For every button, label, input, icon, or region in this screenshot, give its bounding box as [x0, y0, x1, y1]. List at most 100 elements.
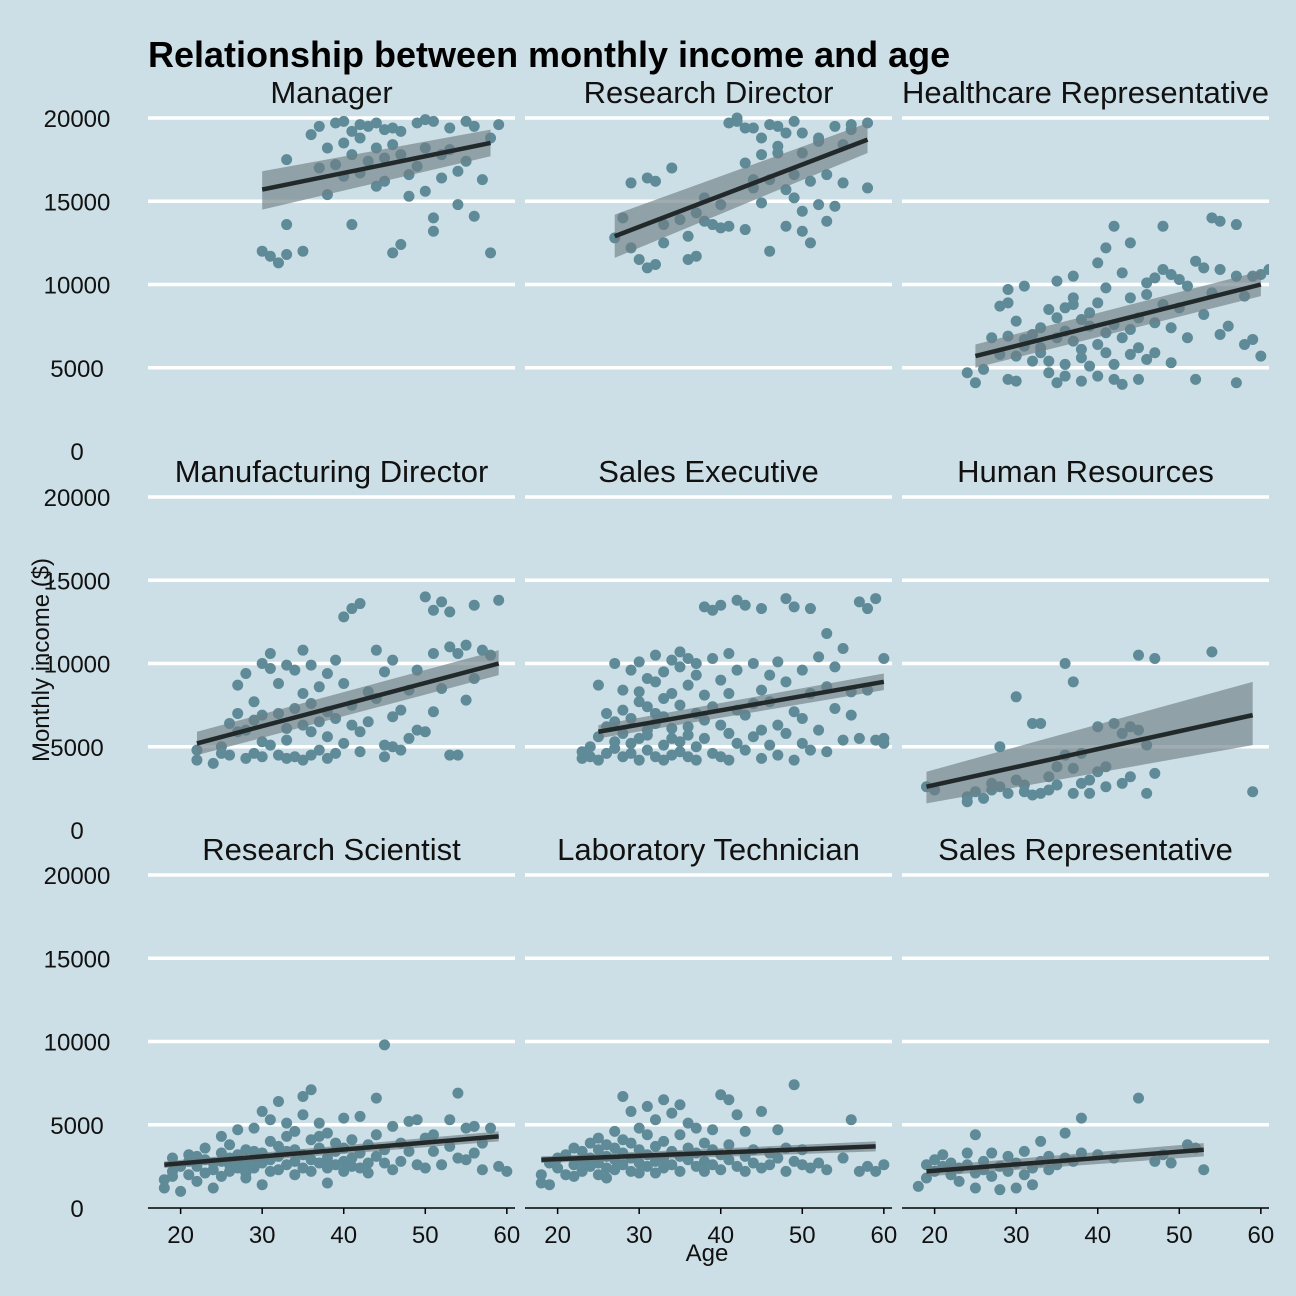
data-point: [756, 149, 768, 161]
y-tick-label: 10000: [44, 1030, 111, 1057]
data-point: [649, 649, 661, 661]
data-point: [321, 1127, 333, 1139]
x-tick-label: 20: [167, 1222, 194, 1249]
data-point: [658, 739, 670, 751]
y-tick-label: 15000: [44, 946, 111, 973]
data-point: [476, 174, 488, 186]
data-point: [468, 120, 480, 132]
data-point: [764, 669, 776, 681]
data-point: [379, 124, 391, 136]
data-point: [788, 1079, 800, 1091]
data-point: [427, 648, 439, 660]
data-point: [1067, 676, 1079, 688]
data-point: [419, 185, 431, 197]
data-point: [1133, 373, 1145, 385]
data-point: [1018, 280, 1030, 292]
data-point: [264, 250, 276, 262]
data-point: [411, 1114, 423, 1126]
panel-marks: [576, 593, 890, 766]
data-point: [592, 754, 604, 766]
facet-label: Research Scientist: [202, 832, 461, 867]
data-point: [723, 220, 735, 232]
data-point: [723, 1094, 735, 1106]
data-point: [232, 679, 244, 691]
data-point: [1181, 280, 1193, 292]
data-point: [698, 689, 710, 701]
data-point: [1051, 275, 1063, 287]
data-point: [912, 1180, 924, 1192]
data-point: [256, 1179, 268, 1191]
data-point: [625, 1137, 637, 1149]
data-point: [1239, 338, 1251, 350]
data-point: [772, 120, 784, 132]
chart-title: Relationship between monthly income and …: [148, 34, 950, 75]
data-point: [281, 219, 293, 231]
data-point: [756, 752, 768, 764]
data-point: [460, 639, 472, 651]
data-point: [281, 752, 293, 764]
data-point: [853, 732, 865, 744]
data-point: [682, 230, 694, 242]
panel-marks: [191, 591, 505, 769]
data-point: [829, 120, 841, 132]
data-point: [215, 1130, 227, 1142]
data-point: [379, 666, 391, 678]
data-point: [641, 1160, 653, 1172]
data-point: [452, 199, 464, 211]
data-point: [297, 687, 309, 699]
data-point: [240, 1144, 252, 1156]
data-point: [772, 749, 784, 761]
data-point: [264, 739, 276, 751]
data-point: [698, 1165, 710, 1177]
data-point: [853, 596, 865, 608]
data-point: [297, 644, 309, 656]
data-point: [739, 157, 751, 169]
data-point: [576, 1145, 588, 1157]
data-point: [969, 1182, 981, 1194]
data-point: [281, 659, 293, 671]
data-point: [1100, 347, 1112, 359]
x-tick-label: 60: [493, 1222, 520, 1249]
data-point: [804, 1162, 816, 1174]
data-point: [658, 692, 670, 704]
data-point: [829, 702, 841, 714]
data-point: [1108, 373, 1120, 385]
data-point: [641, 701, 653, 713]
data-point: [1092, 297, 1104, 309]
data-point: [1165, 322, 1177, 334]
data-point: [715, 222, 727, 234]
data-point: [666, 162, 678, 174]
data-point: [837, 734, 849, 746]
data-point: [321, 667, 333, 679]
data-point: [1075, 352, 1087, 364]
data-point: [305, 659, 317, 671]
data-point: [625, 747, 637, 759]
panel-sales-representative: Sales Representative 20 30 40 50 60: [902, 832, 1274, 1249]
y-axis-title: Monthly income ($): [28, 558, 55, 762]
x-tick-label: 60: [1247, 1222, 1274, 1249]
data-point: [313, 744, 325, 756]
data-point: [1059, 358, 1071, 370]
data-point: [346, 1160, 358, 1172]
data-point: [1002, 297, 1014, 309]
data-point: [788, 601, 800, 613]
x-tick-label: 60: [870, 1222, 897, 1249]
data-point: [411, 724, 423, 736]
data-point: [609, 1125, 621, 1137]
facet-label: Human Resources: [957, 454, 1214, 489]
data-point: [592, 1144, 604, 1156]
data-point: [1149, 347, 1161, 359]
data-point: [641, 1100, 653, 1112]
data-point: [313, 120, 325, 132]
data-point: [427, 115, 439, 127]
data-point: [969, 1129, 981, 1141]
data-point: [1084, 787, 1096, 799]
data-point: [1181, 332, 1193, 344]
data-point: [362, 1157, 374, 1169]
facet-label: Sales Representative: [938, 832, 1233, 867]
data-point: [215, 1147, 227, 1159]
data-point: [1190, 373, 1202, 385]
data-point: [707, 1159, 719, 1171]
data-point: [1026, 1179, 1038, 1191]
